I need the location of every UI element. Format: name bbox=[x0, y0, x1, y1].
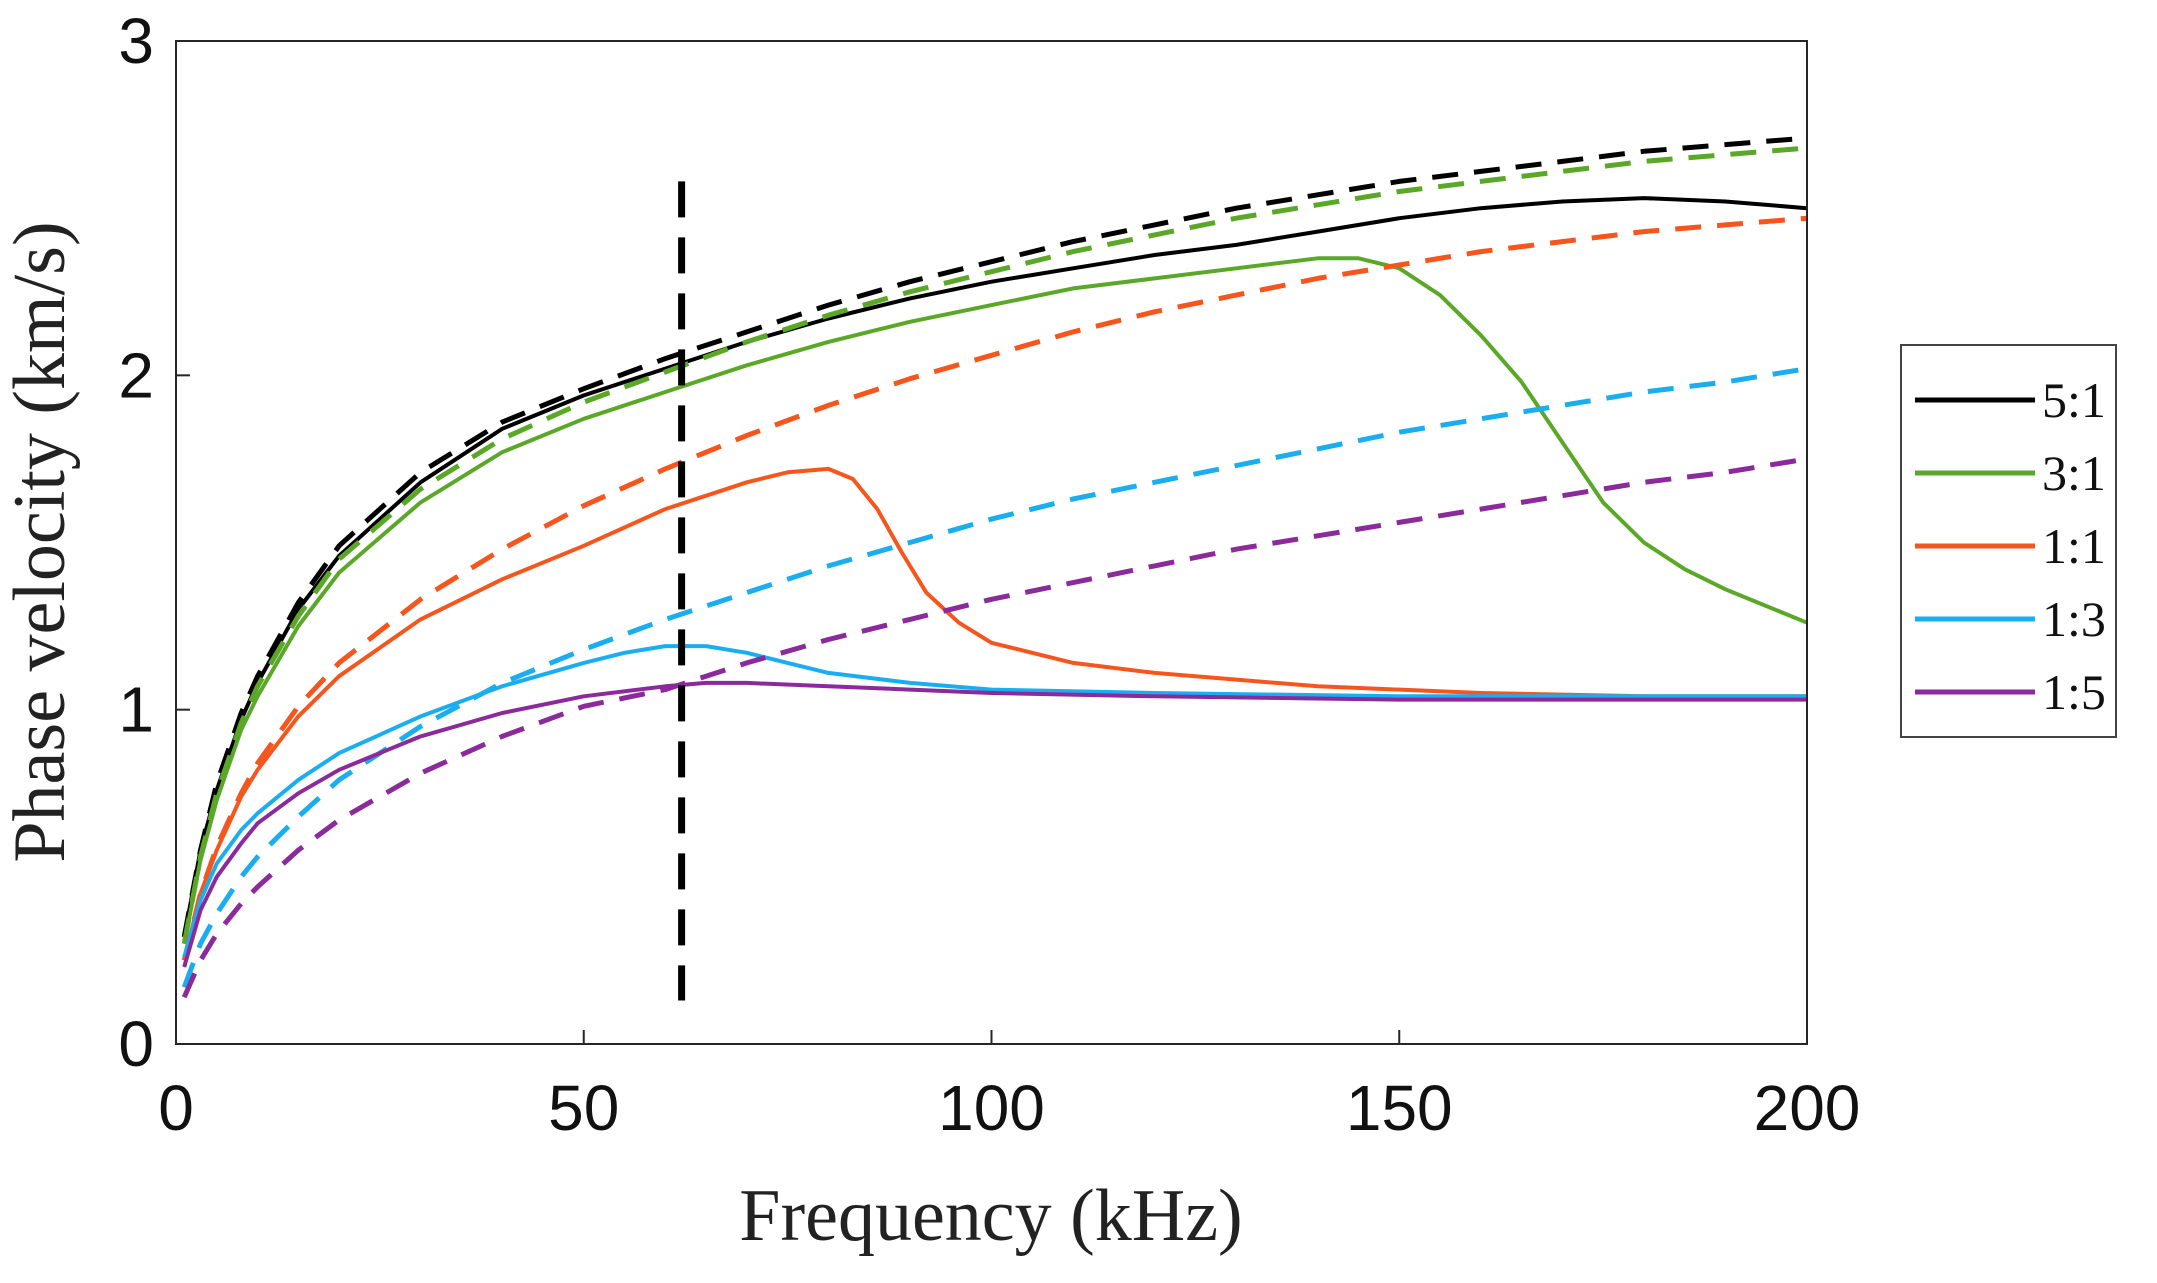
series-line-1-3-solid bbox=[182, 644, 1807, 958]
y-tick-label: 1 bbox=[118, 674, 154, 746]
x-tick-label: 100 bbox=[938, 1072, 1045, 1144]
x-tick-label: 0 bbox=[158, 1072, 194, 1144]
series-line-1-1-dashed bbox=[181, 215, 1808, 961]
y-tick-label: 3 bbox=[118, 5, 154, 77]
axes-frame bbox=[175, 40, 1808, 1045]
series-line-1-3-dashed bbox=[181, 366, 1808, 989]
y-tick-label: 0 bbox=[118, 1008, 154, 1080]
plot-area bbox=[181, 135, 1808, 1001]
series-line-3-1-dashed bbox=[181, 145, 1808, 945]
y-axis-title: Phase velocity (km/s) bbox=[0, 221, 81, 862]
x-tick-label: 200 bbox=[1754, 1072, 1861, 1144]
legend: 5:1 3:1 1:1 1:3 1:5 bbox=[1900, 344, 2117, 738]
legend-label-3-1: 3:1 bbox=[2042, 445, 2106, 501]
y-tick-label: 2 bbox=[118, 339, 154, 411]
series-line-5-1-dashed bbox=[181, 135, 1808, 938]
legend-box bbox=[1900, 344, 2117, 738]
series-line-1-1-solid bbox=[182, 466, 1807, 961]
legend-label-5-1: 5:1 bbox=[2042, 372, 2106, 428]
x-tick-label: 50 bbox=[548, 1072, 619, 1144]
series-line-1-5-solid bbox=[182, 680, 1807, 968]
series-line-1-5-dashed bbox=[181, 456, 1808, 999]
legend-label-1-3: 1:3 bbox=[2042, 591, 2106, 647]
x-axis-title: Frequency (kHz) bbox=[739, 1175, 1242, 1257]
legend-label-1-5: 1:5 bbox=[2042, 664, 2106, 720]
x-tick-label: 150 bbox=[1346, 1072, 1453, 1144]
legend-label-1-1: 1:1 bbox=[2042, 518, 2106, 574]
axis-ticks: 0 50 100 150 200 0 1 2 3 bbox=[118, 5, 1860, 1144]
series-line-3-1-solid bbox=[182, 256, 1808, 945]
